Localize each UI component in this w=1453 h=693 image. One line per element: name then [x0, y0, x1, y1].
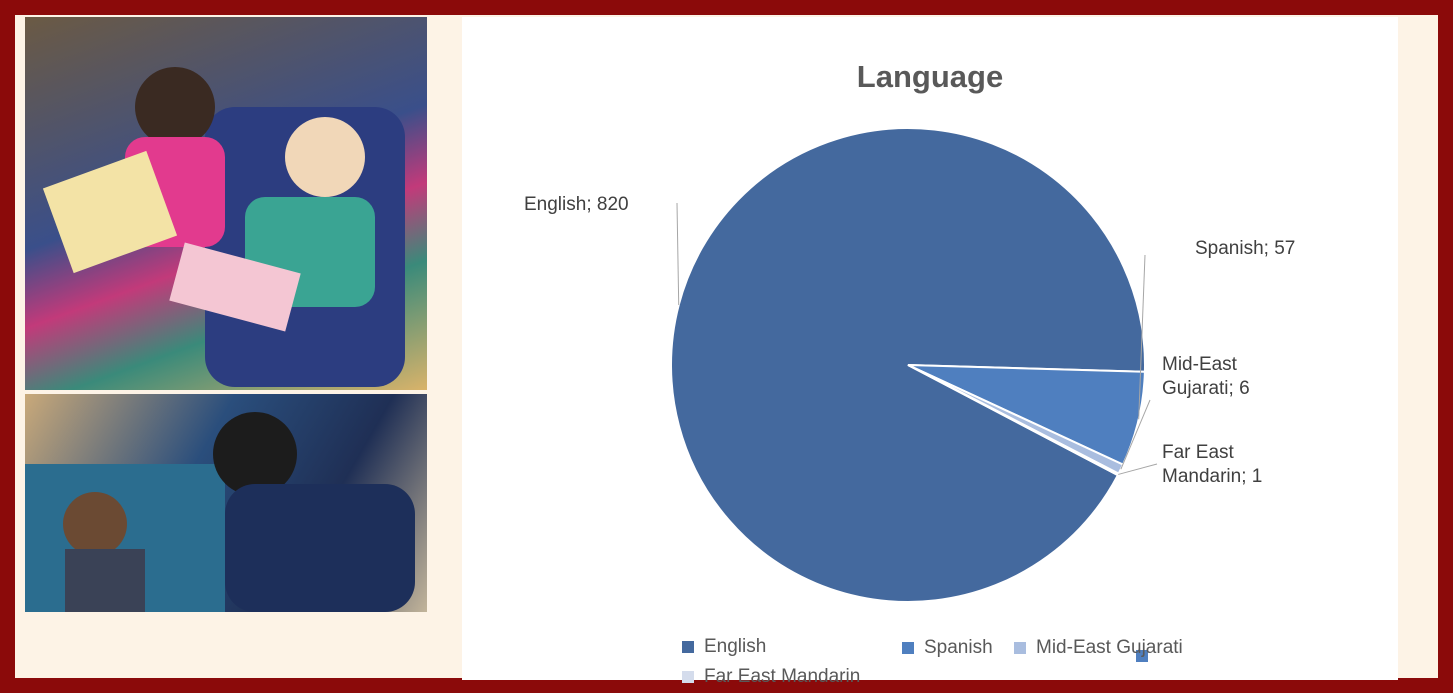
photo-art: [25, 412, 415, 612]
chart-title: Language: [856, 59, 1004, 94]
book: [169, 242, 301, 332]
scrubs: [225, 484, 415, 612]
head: [213, 412, 297, 496]
legend-swatch: [1014, 642, 1026, 654]
legend-label: English: [704, 636, 767, 657]
legend-label: Spanish: [924, 637, 993, 658]
legend-item: Mid-East Gujarati: [1014, 637, 1183, 659]
legend-swatch: [902, 642, 914, 654]
leader-line: [1120, 399, 1151, 470]
photo-children-reading: [25, 17, 427, 390]
leader-line: [1138, 254, 1146, 420]
legend-label: Mid-East Gujarati: [1036, 637, 1183, 658]
legend-item: Spanish: [902, 637, 993, 659]
legend-item: Far East Mandarin: [682, 666, 860, 688]
legend-item: English: [682, 636, 766, 658]
legend-marker-unlabeled: [1136, 650, 1148, 662]
photo-teacher: [25, 394, 427, 612]
legend-swatch: [682, 641, 694, 653]
book: [42, 150, 178, 274]
data-label: Mid-East Gujarati; 6: [1162, 354, 1250, 399]
chart: [670, 127, 1158, 603]
data-label: Spanish; 57: [1195, 238, 1296, 259]
photo-art: [42, 67, 405, 387]
head: [63, 492, 127, 556]
leader-line: [676, 202, 680, 305]
head: [135, 67, 215, 147]
pie-slice: [907, 364, 1120, 477]
data-label: English; 820: [524, 194, 629, 215]
legend-swatch: [682, 671, 694, 683]
leader-line: [1118, 463, 1158, 475]
shirt: [65, 549, 145, 612]
data-label: Far East Mandarin; 1: [1162, 442, 1263, 487]
head: [285, 117, 365, 197]
legend-label: Far East Mandarin: [704, 666, 861, 687]
chart-panel: Language English; 820 Spanish; 57 Mid-East…: [462, 17, 1398, 687]
